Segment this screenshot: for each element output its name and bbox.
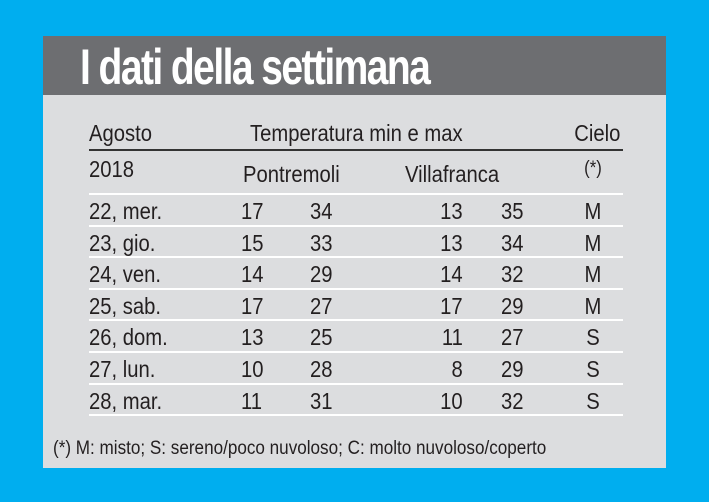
cell-sky: M bbox=[584, 292, 602, 319]
cell-date: 26, dom. bbox=[89, 324, 168, 351]
cell-p-min: 13 bbox=[241, 324, 264, 351]
cell-p-max: 31 bbox=[310, 387, 333, 414]
cell-p-min: 17 bbox=[241, 292, 264, 319]
header-divider bbox=[89, 149, 623, 151]
cell-p-min: 17 bbox=[241, 198, 264, 224]
row-divider bbox=[89, 287, 623, 290]
cell-p-max: 25 bbox=[310, 324, 333, 351]
cell-v-max: 35 bbox=[501, 198, 524, 224]
cell-v-max: 34 bbox=[501, 229, 524, 256]
cell-v-max: 29 bbox=[501, 356, 524, 382]
row-divider bbox=[89, 382, 623, 385]
cell-v-min: 10 bbox=[440, 387, 463, 414]
cell-p-min: 15 bbox=[241, 229, 264, 256]
cell-v-min: 11 bbox=[441, 324, 463, 351]
cell-sky: M bbox=[584, 198, 602, 224]
header-sky-note: (*) bbox=[584, 158, 602, 179]
cell-v-min: 14 bbox=[440, 261, 463, 288]
cell-p-max: 34 bbox=[310, 198, 333, 224]
row-divider bbox=[89, 224, 623, 227]
cell-date: 22, mer. bbox=[89, 198, 163, 224]
row-divider bbox=[89, 319, 623, 322]
cell-v-min: 13 bbox=[440, 229, 463, 256]
cell-v-max: 27 bbox=[501, 324, 524, 351]
cell-p-max: 27 bbox=[310, 292, 333, 319]
footnote: (*) M: misto; S: sereno/poco nuvoloso; C… bbox=[53, 438, 547, 459]
cell-v-max: 29 bbox=[501, 292, 524, 319]
cell-date: 25, sab. bbox=[89, 292, 162, 319]
row-divider bbox=[89, 414, 623, 417]
page-title: I dati della settimana bbox=[80, 39, 431, 95]
weekly-data-card: I dati della settimana Agosto Temperatur… bbox=[43, 36, 666, 468]
cell-sky: S bbox=[586, 387, 600, 414]
row-divider bbox=[89, 351, 623, 353]
cell-sky: S bbox=[586, 324, 600, 351]
cell-p-min: 11 bbox=[241, 387, 263, 414]
row-divider bbox=[89, 193, 623, 195]
cell-v-max: 32 bbox=[501, 261, 524, 288]
cell-p-max: 28 bbox=[310, 356, 333, 382]
cell-p-min: 10 bbox=[241, 356, 264, 382]
title-band: I dati della settimana bbox=[43, 36, 666, 95]
cell-sky: M bbox=[584, 229, 602, 256]
cell-v-max: 32 bbox=[501, 387, 524, 414]
cell-p-max: 33 bbox=[310, 229, 333, 256]
header-station-pontremoli: Pontremoli bbox=[243, 161, 340, 187]
header-sky: Cielo bbox=[573, 120, 620, 146]
cell-sky: S bbox=[586, 356, 600, 382]
header-temperature: Temperatura min e max bbox=[250, 120, 463, 146]
cell-sky: M bbox=[584, 261, 602, 288]
cell-p-min: 14 bbox=[241, 261, 264, 288]
cell-date: 24, ven. bbox=[89, 261, 162, 288]
header-year: 2018 bbox=[89, 156, 135, 182]
cell-p-max: 29 bbox=[310, 261, 333, 288]
cell-v-min: 8 bbox=[451, 356, 463, 382]
cell-v-min: 13 bbox=[440, 198, 463, 224]
cell-date: 23, gio. bbox=[89, 229, 156, 256]
cell-v-min: 17 bbox=[440, 292, 463, 319]
header-station-villafranca: Villafranca bbox=[405, 161, 500, 187]
header-month: Agosto bbox=[89, 120, 153, 146]
cell-date: 27, lun. bbox=[89, 356, 156, 382]
cell-date: 28, mar. bbox=[89, 387, 163, 414]
row-divider bbox=[89, 256, 623, 259]
